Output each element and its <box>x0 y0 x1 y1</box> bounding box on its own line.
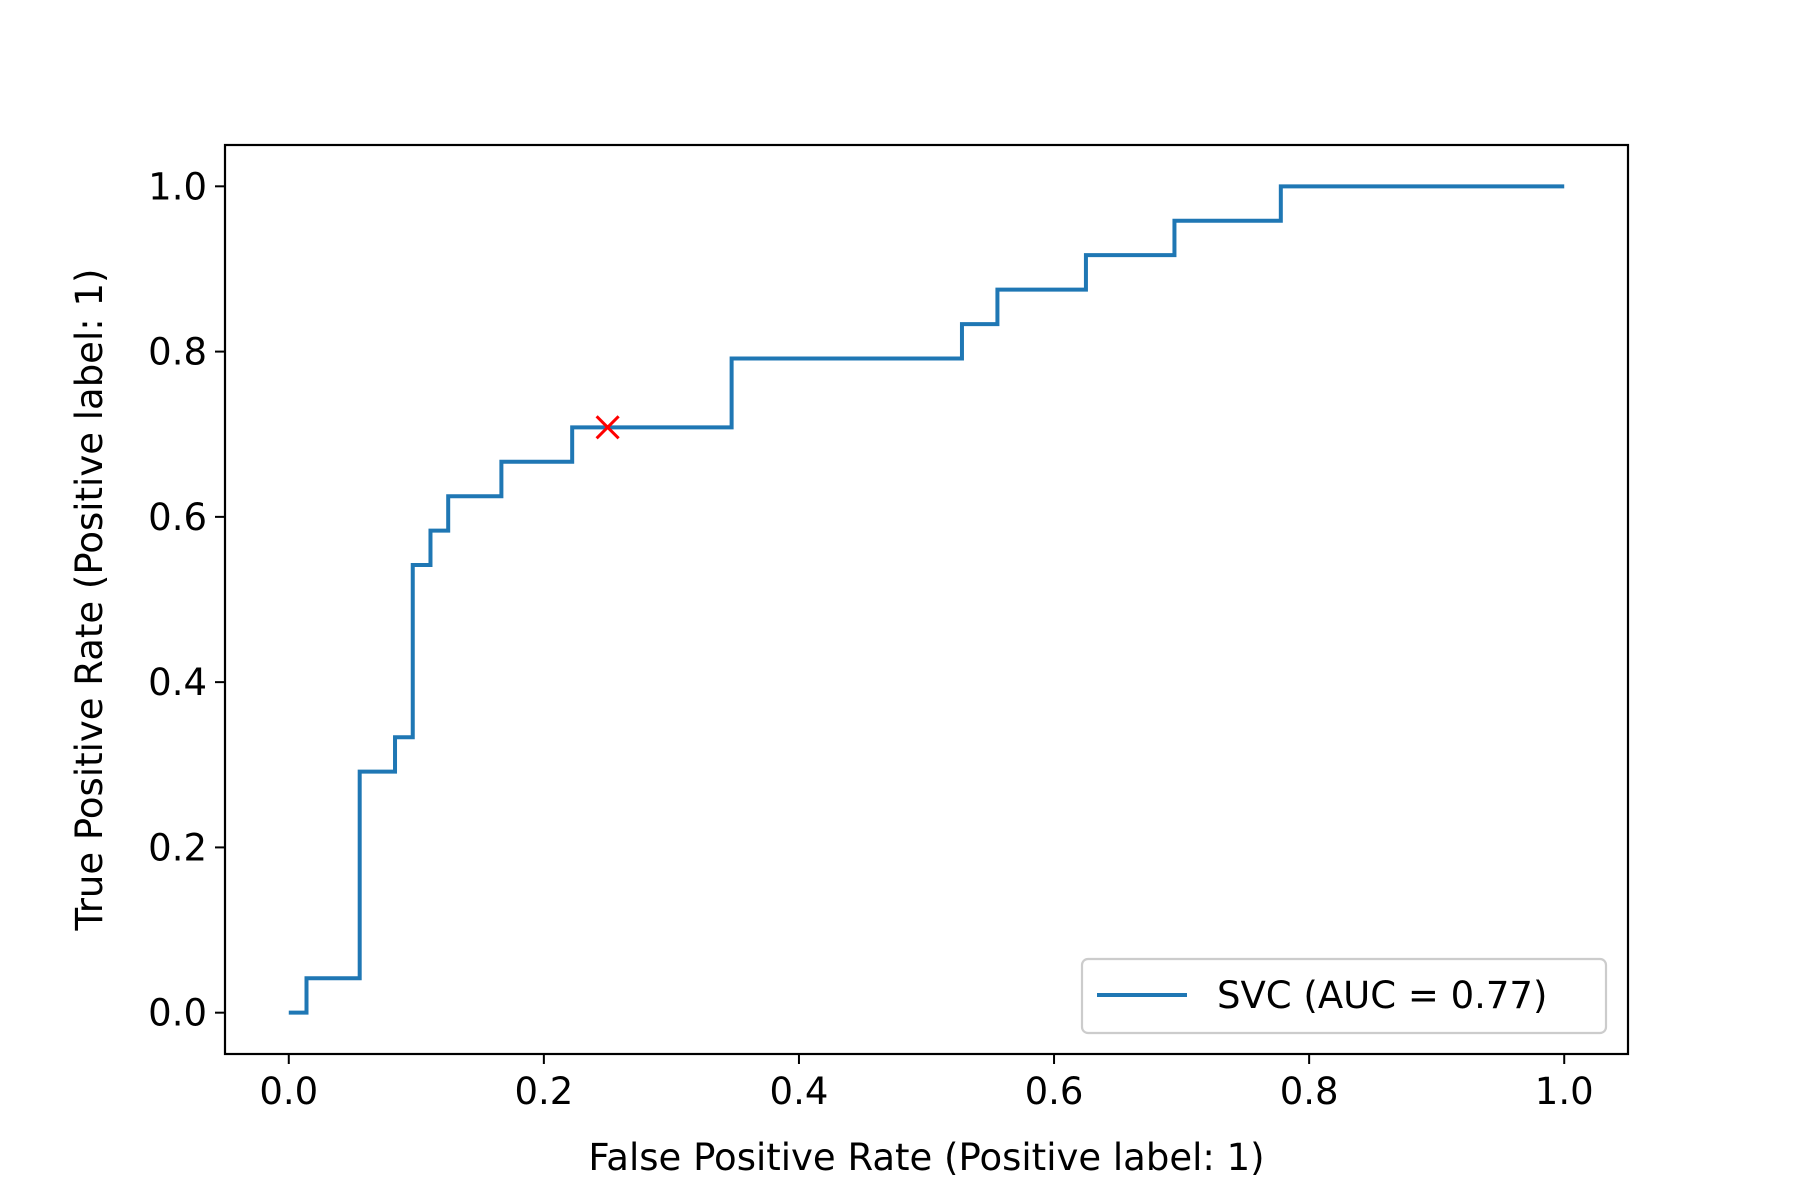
y-tick-label: 0.6 <box>148 496 207 539</box>
y-tick-label: 0.8 <box>148 331 207 374</box>
axis-ticks: 0.0 0.2 0.4 0.6 0.8 1.0 0.0 0.2 0.4 0.6 0.8 1.0 <box>148 165 1593 1113</box>
operating-point-marker <box>595 415 620 440</box>
x-axis-label: False Positive Rate (Positive label: 1) <box>588 1136 1264 1179</box>
y-tick-label: 0.0 <box>148 992 207 1035</box>
x-tick-label: 0.2 <box>514 1070 573 1113</box>
x-tick-label: 0.6 <box>1025 1070 1084 1113</box>
y-tick-label: 0.4 <box>148 661 207 704</box>
y-axis-label: True Positive Rate (Positive label: 1) <box>68 269 111 932</box>
y-tick-label: 1.0 <box>148 165 207 208</box>
x-tick-label: 0.8 <box>1280 1070 1339 1113</box>
x-tick-label: 0.4 <box>770 1070 829 1113</box>
legend: SVC (AUC = 0.77) <box>1080 957 1608 1035</box>
axes-frame <box>223 143 1630 1056</box>
x-tick-label: 1.0 <box>1535 1070 1594 1113</box>
x-tick-label: 0.0 <box>259 1070 318 1113</box>
plot-area <box>288 184 1565 1015</box>
legend-label: SVC (AUC = 0.77) <box>1217 974 1547 1017</box>
y-tick-label: 0.2 <box>148 826 207 869</box>
legend-box <box>1080 957 1608 1035</box>
roc-curve-line <box>288 184 1565 1015</box>
